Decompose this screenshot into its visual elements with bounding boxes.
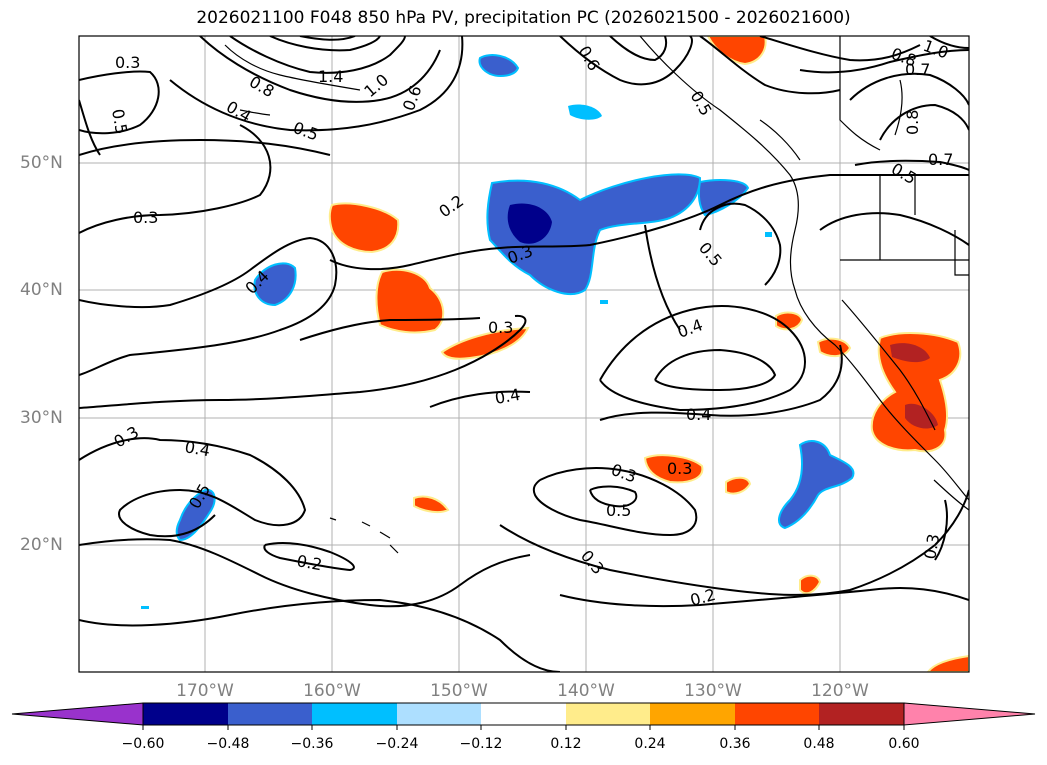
colorbar-tick-label: −0.12 bbox=[459, 736, 503, 752]
colorbar-tick-label: −0.36 bbox=[290, 736, 334, 752]
pv-contours bbox=[79, 36, 969, 672]
contour-label: 0.7 bbox=[928, 150, 953, 169]
lat-label: 50°N bbox=[20, 153, 63, 173]
darkred-core-sw2 bbox=[905, 403, 938, 429]
lat-label: 20°N bbox=[20, 535, 63, 555]
contour-label: 0.4 bbox=[183, 437, 211, 460]
contour-label: 0.5 bbox=[108, 107, 131, 135]
colorbar-tick-label: −0.60 bbox=[121, 736, 165, 752]
darkblue-core bbox=[507, 203, 552, 244]
lat-label: 40°N bbox=[20, 280, 63, 300]
colorbar-segment bbox=[819, 703, 904, 725]
lon-label: 150°W bbox=[430, 681, 488, 701]
contour-label: 0.4 bbox=[493, 385, 521, 408]
positive-precip-areas bbox=[328, 36, 969, 672]
colorbar-tick-label: 0.36 bbox=[719, 736, 751, 752]
lon-label: 140°W bbox=[557, 681, 615, 701]
colorbar-tick-label: −0.24 bbox=[375, 736, 419, 752]
contour-label: 0.3 bbox=[920, 532, 943, 560]
contour-label: 0.4 bbox=[686, 405, 711, 424]
lon-label: 170°W bbox=[176, 681, 234, 701]
colorbar-segment bbox=[143, 703, 228, 725]
contour-label: 0.7 bbox=[905, 60, 930, 79]
negative-precip-areas bbox=[141, 54, 855, 609]
red-blob-155w-40n bbox=[375, 268, 445, 334]
colorbar-segment bbox=[735, 703, 819, 725]
blue-speck-3 bbox=[141, 606, 149, 609]
colorbar-tick-label: 0.24 bbox=[634, 736, 666, 752]
red-blob-150w-21n bbox=[413, 495, 450, 514]
contour-label: 1.4 bbox=[318, 67, 343, 86]
contour-label: 0.2 bbox=[295, 551, 323, 574]
blue-blob-central bbox=[486, 173, 702, 295]
colorbar-over-arrow bbox=[903, 702, 1036, 726]
blue-speck-2 bbox=[765, 232, 772, 237]
coastlines bbox=[224, 36, 969, 554]
red-blob-160w-45n bbox=[328, 202, 400, 254]
colorbar-segment bbox=[397, 703, 481, 725]
lon-label: 120°W bbox=[811, 681, 869, 701]
colorbar-under-arrow bbox=[11, 702, 144, 726]
map-frame bbox=[79, 36, 969, 672]
colorbar-tick-label: 0.60 bbox=[888, 736, 920, 752]
colorbar-segment bbox=[481, 703, 566, 725]
blue-blob-north2 bbox=[568, 104, 602, 120]
darkred-core-sw bbox=[890, 343, 930, 363]
colorbar-tick-label: −0.48 bbox=[206, 736, 250, 752]
blue-speck-1 bbox=[600, 300, 608, 304]
colorbar bbox=[11, 702, 1036, 730]
contour-label: 0.3 bbox=[667, 459, 692, 478]
colorbar-segment bbox=[312, 703, 397, 725]
red-blob-se-corner bbox=[926, 654, 969, 672]
lat-label: 30°N bbox=[20, 408, 63, 428]
blue-blob-north bbox=[478, 54, 520, 77]
blue-blob-25n-125w bbox=[778, 440, 855, 530]
colorbar-segment bbox=[650, 703, 735, 725]
lon-label: 130°W bbox=[684, 681, 742, 701]
colorbar-tick-label: 0.48 bbox=[803, 736, 835, 752]
red-blob-148w-35n bbox=[440, 326, 530, 360]
contour-label: 0.8 bbox=[903, 110, 922, 135]
contour-label: 0.3 bbox=[133, 208, 158, 227]
contour-label: 0.3 bbox=[115, 53, 140, 72]
colorbar-segment bbox=[566, 703, 650, 725]
colorbar-segment bbox=[228, 703, 312, 725]
contour-label: 0.3 bbox=[488, 318, 513, 337]
blue-blob-165w bbox=[253, 262, 297, 307]
lon-label: 160°W bbox=[303, 681, 361, 701]
colorbar-tick-label: 0.12 bbox=[550, 736, 582, 752]
map-title: 2026021100 F048 850 hPa PV, precipitatio… bbox=[196, 8, 851, 28]
red-blob-124w-16n bbox=[799, 574, 822, 595]
contour-label: 0.5 bbox=[606, 501, 631, 520]
red-blob-135w-27n bbox=[643, 454, 704, 484]
red-blob-128w bbox=[725, 476, 752, 495]
red-blob-coast-37n bbox=[775, 311, 804, 331]
